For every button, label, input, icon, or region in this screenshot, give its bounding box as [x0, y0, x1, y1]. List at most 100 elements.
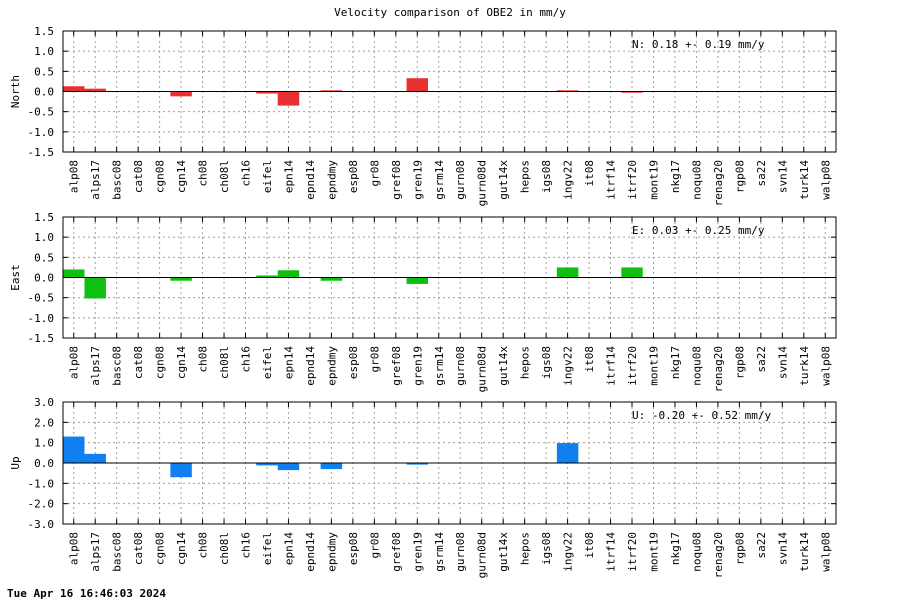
east-xtick-label: alps17	[89, 346, 102, 386]
north-xtick-label: noqu08	[690, 160, 703, 200]
up-xtick-label: walp08	[819, 532, 832, 572]
east-xtick-label: ch16	[240, 346, 253, 373]
east-xtick-label: gsrm14	[433, 346, 446, 386]
north-xtick-label: epn14	[282, 160, 295, 193]
north-xtick-label: sa22	[755, 160, 768, 187]
east-xtick-label: igs08	[540, 346, 553, 379]
north-ytick-label: -0.5	[28, 106, 55, 119]
east-xtick-label: it08	[583, 346, 596, 373]
east-xtick-label: basc08	[111, 346, 124, 386]
east-bar-epndmy	[320, 277, 343, 281]
up-xtick-label: gurn08	[454, 532, 467, 572]
up-ytick-label: -1.0	[28, 477, 55, 490]
east-xtick-label: gut14x	[497, 346, 510, 386]
north-xtick-label: gurn08	[454, 160, 467, 200]
north-xtick-label: svn14	[776, 160, 789, 193]
north-xtick-label: basc08	[111, 160, 124, 200]
up-xtick-label: cgn08	[154, 532, 167, 565]
up-xtick-label: eifel	[261, 532, 274, 565]
north-ytick-label: 0.0	[34, 86, 54, 99]
east-xtick-label: rgp08	[733, 346, 746, 379]
up-xtick-label: gut14x	[497, 532, 510, 572]
up-xtick-label: epnd14	[304, 532, 317, 572]
north-xtick-label: gurn08d	[476, 160, 489, 206]
up-bar-alp08	[63, 436, 85, 463]
up-xtick-label: alp08	[68, 532, 81, 565]
up-xtick-label: itrf14	[605, 532, 618, 572]
east-axis-label: East	[9, 264, 22, 291]
north-xtick-label: it08	[583, 160, 596, 187]
up-xtick-label: renag20	[712, 532, 725, 578]
up-bar-ingv22	[556, 443, 579, 463]
north-xtick-label: esp08	[347, 160, 360, 193]
up-xtick-label: basc08	[111, 532, 124, 572]
east-xtick-label: esp08	[347, 346, 360, 379]
east-xtick-label: cat08	[132, 346, 145, 379]
up-xtick-label: gref08	[390, 532, 403, 572]
north-xtick-label: hepos	[519, 160, 532, 193]
up-xtick-label: ingv22	[562, 532, 575, 572]
up-xtick-label: gr08	[368, 532, 381, 559]
up-bar-alps17	[84, 453, 106, 463]
east-xtick-label: gurn08	[454, 346, 467, 386]
up-xtick-label: epn14	[282, 532, 295, 565]
north-stats-annotation: N: 0.18 +- 0.19 mm/y	[632, 38, 765, 51]
north-bar-alps17	[84, 88, 106, 92]
up-xtick-label: ch08l	[218, 532, 231, 565]
east-bar-ingv22	[556, 267, 579, 278]
east-plot-frame	[62, 216, 837, 339]
east-xtick-label: cgn08	[154, 346, 167, 379]
up-xtick-label: ch16	[240, 532, 253, 559]
north-ytick-label: -1.5	[28, 146, 55, 159]
east-xtick-label: mont19	[647, 346, 660, 386]
north-xtick-label: gsrm14	[433, 160, 446, 200]
up-axis-label: Up	[9, 456, 22, 469]
east-ytick-label: -1.5	[28, 332, 55, 345]
east-xtick-label: ingv22	[562, 346, 575, 386]
north-ytick-label: 1.0	[34, 45, 54, 58]
north-xtick-label: ingv22	[562, 160, 575, 200]
up-xtick-label: ch08	[197, 532, 210, 559]
north-axis-label: North	[9, 75, 22, 108]
up-plot-frame	[62, 401, 837, 525]
up-xtick-label: gurn08d	[476, 532, 489, 578]
north-xtick-label: turk14	[798, 160, 811, 200]
up-xtick-label: hepos	[519, 532, 532, 565]
east-xtick-label: renag20	[712, 346, 725, 392]
north-xtick-label: gut14x	[497, 160, 510, 200]
up-xtick-label: nkg17	[669, 532, 682, 565]
up-bar-gren19	[406, 463, 429, 465]
north-xtick-label: eifel	[261, 160, 274, 193]
north-plot-frame	[62, 30, 837, 153]
timestamp: Tue Apr 16 16:46:03 2024	[7, 587, 166, 600]
north-xtick-label: nkg17	[669, 160, 682, 193]
north-xtick-label: gren19	[411, 160, 424, 200]
up-xtick-label: noqu08	[690, 532, 703, 572]
east-xtick-label: gren19	[411, 346, 424, 386]
east-ytick-label: 0.5	[34, 251, 54, 264]
up-bar-eifel	[256, 463, 278, 466]
east-xtick-label: sa22	[755, 346, 768, 373]
east-xtick-label: itrf20	[626, 346, 639, 386]
east-xtick-label: gref08	[390, 346, 403, 386]
east-stats-annotation: E: 0.03 +- 0.25 mm/y	[632, 224, 765, 237]
north-xtick-label: itrf14	[605, 160, 618, 200]
up-xtick-label: gsrm14	[433, 532, 446, 572]
north-xtick-label: renag20	[712, 160, 725, 206]
north-bar-epn14	[277, 91, 300, 106]
north-bar-alp08	[63, 86, 85, 92]
up-xtick-label: svn14	[776, 532, 789, 565]
east-xtick-label: cgn14	[175, 346, 188, 379]
east-ytick-label: -0.5	[28, 292, 55, 305]
east-xtick-label: noqu08	[690, 346, 703, 386]
north-bar-cgn14	[170, 91, 192, 97]
north-xtick-label: gref08	[390, 160, 403, 200]
east-xtick-label: svn14	[776, 346, 789, 379]
up-xtick-label: sa22	[755, 532, 768, 559]
up-xtick-label: esp08	[347, 532, 360, 565]
north-xtick-label: epnd14	[304, 160, 317, 200]
east-ytick-label: 1.5	[34, 211, 54, 224]
north-bar-epndmy	[320, 90, 343, 92]
up-ytick-label: -3.0	[28, 518, 55, 531]
